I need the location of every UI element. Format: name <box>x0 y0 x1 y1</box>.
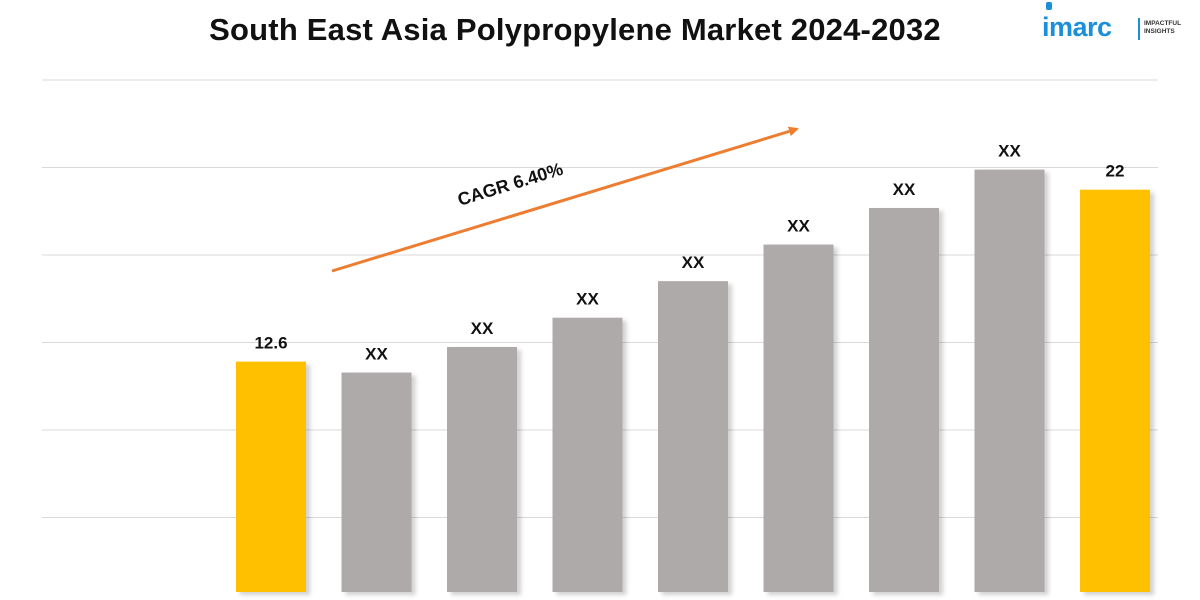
bar-2029 <box>763 244 834 593</box>
bar-2030 <box>869 208 939 592</box>
bar-2025 <box>341 372 412 592</box>
bar-2026 <box>447 346 517 592</box>
data-label-2030: XX <box>893 180 916 199</box>
data-label-2025: XX <box>365 345 388 364</box>
bar-2024 <box>236 361 306 592</box>
logo-wordmark: imarc <box>1042 12 1112 42</box>
data-label-2032: 22 <box>1106 162 1125 181</box>
logo-tagline-line1: IMPACTFUL <box>1144 20 1182 27</box>
data-label-2031: XX <box>998 142 1021 161</box>
cagr-annotation: CAGR 6.40% <box>331 126 799 273</box>
bar-2028 <box>658 281 728 592</box>
cagr-arrow <box>331 126 799 273</box>
bar-2031 <box>974 169 1045 592</box>
data-label-2028: XX <box>682 253 705 272</box>
logo-tagline-line2: INSIGHTS <box>1144 28 1175 35</box>
bars <box>236 169 1150 593</box>
data-label-2029: XX <box>787 217 810 236</box>
data-label-2026: XX <box>471 319 494 338</box>
cagr-label: CAGR 6.40% <box>455 159 565 210</box>
logo-separator <box>1138 18 1140 40</box>
imarc-logo: imarc IMPACTFUL INSIGHTS <box>1040 2 1190 50</box>
data-labels: 12.6 XX XX XX XX XX XX XX 22 <box>254 142 1124 364</box>
chart-title: South East Asia Polypropylene Market 202… <box>209 12 941 47</box>
data-label-2024: 12.6 <box>254 334 287 353</box>
bar-2032 <box>1080 189 1150 592</box>
data-label-2027: XX <box>576 290 599 309</box>
logo-tagline: IMPACTFUL INSIGHTS <box>1144 20 1190 36</box>
logo-dot <box>1046 2 1052 10</box>
bar-2027 <box>552 317 623 592</box>
